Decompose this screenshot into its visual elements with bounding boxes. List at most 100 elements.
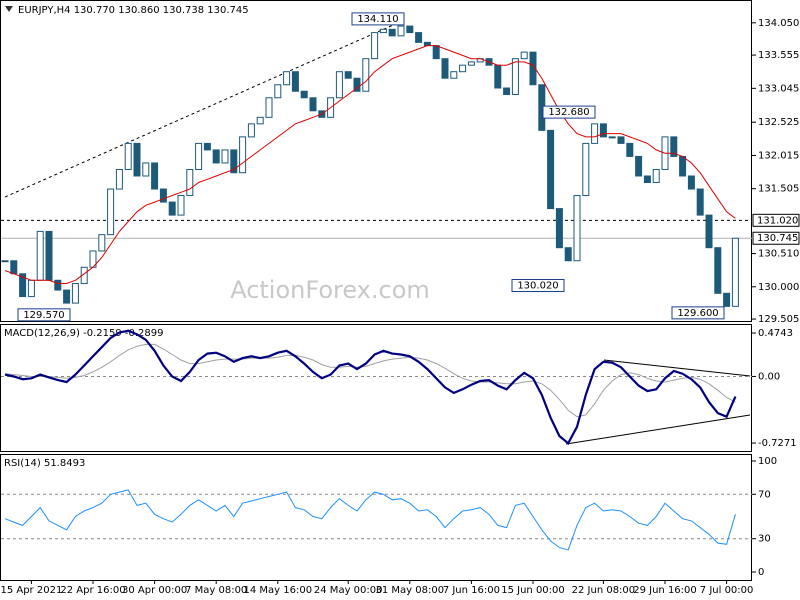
series-line <box>4 329 737 446</box>
symbol-icon <box>5 6 13 12</box>
candle <box>635 155 643 177</box>
annotation-box <box>511 278 565 292</box>
moving-average <box>4 45 736 284</box>
annotation-box <box>17 308 71 322</box>
level-label-box <box>752 231 800 245</box>
price-panel-frame <box>0 0 752 322</box>
annotation-label: 129.600 <box>677 308 718 319</box>
candle <box>27 279 35 298</box>
trendline <box>4 21 401 198</box>
y-tick-label: 100 <box>758 456 777 467</box>
candle <box>168 201 176 216</box>
x-tick-label: 14 May 16:00 <box>244 585 313 596</box>
candle <box>723 292 731 307</box>
candle <box>247 123 255 138</box>
x-tick-label: 22 Jun 08:00 <box>572 585 636 596</box>
candle <box>406 25 414 34</box>
candle <box>212 149 220 164</box>
y-tick-label: 70 <box>758 489 771 500</box>
candle <box>617 136 625 144</box>
candle <box>344 71 352 79</box>
candle <box>353 77 361 92</box>
y-tick-label: 134.050 <box>758 18 799 29</box>
annotation-label: 134.110 <box>357 14 398 25</box>
annotation-label: 129.570 <box>23 310 64 321</box>
candle <box>652 168 660 184</box>
candle <box>300 90 308 99</box>
x-tick-label: 7 Jul 00:00 <box>700 585 754 596</box>
candle <box>159 188 167 203</box>
y-tick-label: 131.505 <box>758 184 799 195</box>
annotation-box <box>671 306 725 320</box>
candle <box>388 28 396 37</box>
candle <box>124 142 132 170</box>
candle <box>10 260 18 275</box>
candle <box>415 32 423 43</box>
candle <box>529 51 537 86</box>
rsi-line <box>4 489 736 551</box>
candle <box>511 58 519 96</box>
level-label: 131.020 <box>757 215 798 226</box>
x-tick-label: 24 May 00:00 <box>314 585 383 596</box>
candle <box>599 123 607 138</box>
x-tick-label: 15 Jun 00:00 <box>501 585 565 596</box>
candle <box>256 116 264 125</box>
candle <box>71 283 79 304</box>
candle <box>230 149 238 174</box>
candle <box>397 25 405 37</box>
y-tick-label: 132.525 <box>758 117 799 128</box>
y-tick-label: 30 <box>758 534 771 545</box>
candle <box>705 214 713 249</box>
candle <box>643 175 651 184</box>
candle <box>133 142 141 177</box>
candle <box>186 168 194 197</box>
candle <box>36 230 44 281</box>
macd-panel-frame <box>0 324 752 452</box>
x-tick-label: 22 Apr 16:00 <box>60 585 125 596</box>
x-tick-label: 7 Jun 16:00 <box>443 585 500 596</box>
candle <box>335 71 343 99</box>
candle <box>714 247 722 294</box>
y-tick-label: 0 <box>758 567 764 578</box>
annotation-label: 132.680 <box>548 107 589 118</box>
macd-trendline-lower <box>565 414 751 445</box>
candle <box>45 230 53 281</box>
y-tick-label: 132.015 <box>758 150 799 161</box>
chart-title: EURJPY,H4 130.770 130.860 130.738 130.74… <box>18 5 249 16</box>
candle <box>503 87 511 96</box>
candle <box>467 61 475 66</box>
candle <box>177 195 185 216</box>
candle <box>98 234 106 252</box>
candle <box>608 136 616 139</box>
candle <box>731 237 739 307</box>
y-tick-label: 133.045 <box>758 83 799 94</box>
candle <box>291 71 299 92</box>
candle <box>362 58 370 92</box>
candle <box>679 155 687 177</box>
candle <box>696 188 704 216</box>
candle <box>591 123 599 144</box>
series-line <box>4 343 736 418</box>
rsi-title: RSI(14) 51.8493 <box>4 458 85 469</box>
candle <box>274 84 282 99</box>
y-tick-label: 0.00 <box>758 371 780 382</box>
candle <box>371 32 379 60</box>
candle <box>564 247 572 262</box>
x-tick-label: 30 Apr 00:00 <box>122 585 187 596</box>
candle <box>283 71 291 86</box>
candle <box>441 58 449 79</box>
candle <box>265 97 273 118</box>
candle <box>670 136 678 157</box>
y-tick-label: 130.000 <box>758 282 799 293</box>
candle <box>626 142 634 157</box>
candle <box>450 71 458 79</box>
candle <box>221 149 229 164</box>
y-tick-label: -0.7271 <box>758 438 797 449</box>
candle <box>19 273 27 298</box>
x-tick-label: 7 May 08:00 <box>185 585 247 596</box>
candle <box>203 142 211 151</box>
candle <box>494 64 502 89</box>
candle <box>687 175 695 190</box>
